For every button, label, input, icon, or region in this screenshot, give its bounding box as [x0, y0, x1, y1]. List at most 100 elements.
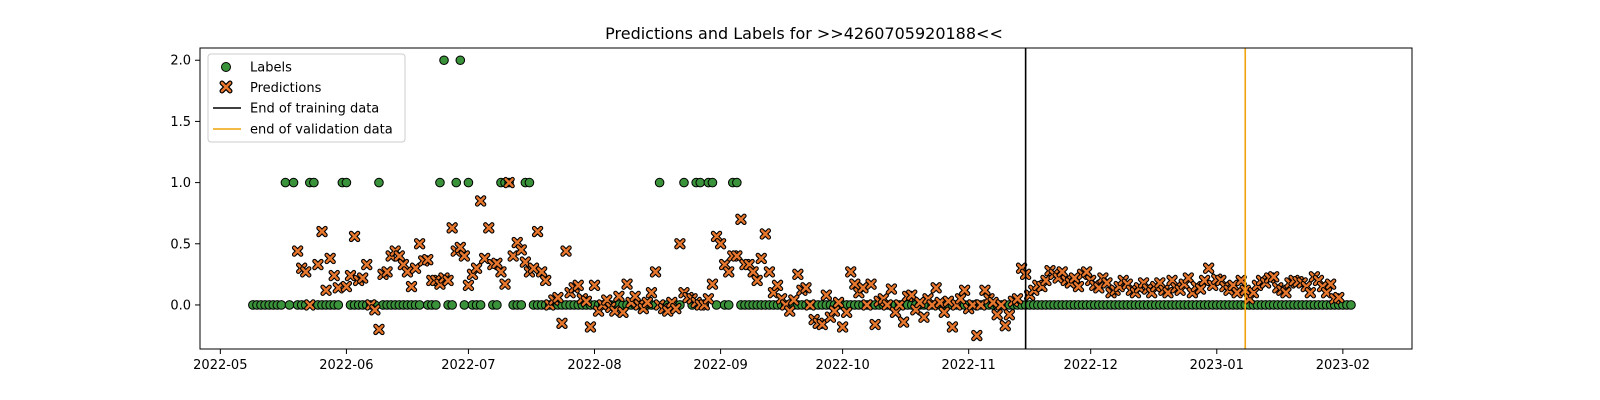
prediction-point [1324, 278, 1337, 290]
prediction-point [291, 245, 304, 257]
prediction-point [893, 299, 906, 311]
label-point [475, 300, 486, 310]
prediction-point [348, 230, 361, 243]
prediction-point-fill [663, 306, 673, 316]
prediction-point [958, 284, 971, 296]
prediction-point [328, 269, 340, 282]
label-point [284, 300, 295, 310]
prediction-point [1182, 272, 1195, 284]
prediction-point-fill [1163, 288, 1173, 298]
x-tick-label: 2022-11 [942, 358, 996, 373]
prediction-point-fill [370, 305, 380, 315]
prediction-point-fill [317, 226, 327, 237]
prediction-point-fill [553, 293, 563, 303]
prediction-point [885, 283, 898, 295]
prediction-point-fill [772, 280, 783, 290]
prediction-point-fill [1204, 263, 1214, 273]
prediction-point [393, 250, 405, 262]
prediction-point-fill [703, 294, 713, 304]
x-tick-label: 2022-07 [441, 358, 495, 373]
prediction-point [816, 318, 828, 331]
prediction-point [718, 258, 731, 271]
prediction-point [401, 266, 414, 278]
prediction-point [397, 258, 410, 271]
prediction-point-fill [720, 259, 730, 270]
prediction-point [474, 195, 487, 207]
prediction-point [312, 258, 324, 271]
prediction-point-fill [1012, 294, 1023, 304]
prediction-point-fill [866, 279, 876, 289]
prediction-point-fill [1167, 275, 1177, 286]
prediction-point-fill [890, 307, 901, 317]
prediction-point-fill [882, 300, 892, 310]
prediction-point [629, 290, 641, 303]
prediction-point [499, 278, 511, 290]
x-tick-label: 2022-12 [1064, 358, 1118, 373]
prediction-point-fill [793, 269, 803, 279]
prediction-point [804, 299, 816, 311]
prediction-point [954, 293, 967, 305]
prediction-point [470, 262, 483, 274]
prediction-point [535, 266, 548, 278]
prediction-point [1154, 277, 1166, 289]
prediction-point-fill [1232, 288, 1242, 298]
prediction-point [332, 282, 344, 294]
prediction-point [849, 278, 861, 290]
prediction-point [340, 280, 353, 293]
prediction-point [1231, 287, 1243, 299]
prediction-point [926, 299, 938, 311]
prediction-point [836, 321, 849, 333]
prediction-point [751, 274, 763, 287]
prediction-point-fill [1321, 288, 1332, 298]
prediction-point-fill [805, 300, 815, 310]
prediction-point [861, 299, 873, 311]
y-tick-label: 1.0 [170, 176, 191, 191]
prediction-point-fill [732, 251, 742, 261]
prediction-point-fill [996, 300, 1006, 310]
label-point [341, 177, 352, 188]
prediction-point [845, 266, 857, 278]
prediction-point [930, 282, 942, 294]
prediction-point [995, 299, 1007, 311]
prediction-point-fill [362, 259, 372, 270]
prediction-point-fill [1155, 278, 1165, 288]
prediction-point [1316, 280, 1329, 293]
prediction-point [1166, 274, 1178, 287]
prediction-point [735, 213, 747, 225]
x-tick-label: 2022-06 [319, 358, 373, 373]
prediction-point-fill [992, 310, 1002, 320]
prediction-point [828, 305, 841, 317]
prediction-point-fill [394, 251, 404, 261]
label-point [707, 177, 718, 188]
label-point [435, 177, 445, 188]
prediction-point [1333, 291, 1345, 304]
prediction-point [1093, 282, 1105, 294]
prediction-point [344, 269, 357, 282]
legend-train-text: End of training data [250, 102, 379, 117]
prediction-point-fill [748, 267, 758, 277]
prediction-point [1268, 271, 1280, 283]
prediction-point [946, 321, 959, 333]
prediction-point-fill [833, 297, 844, 308]
prediction-point-fill [675, 239, 685, 249]
prediction-point-fill [850, 279, 860, 289]
prediction-point [979, 284, 991, 296]
prediction-point [1174, 284, 1186, 296]
label-point [280, 177, 291, 188]
prediction-point [914, 296, 926, 309]
prediction-point-fill [349, 231, 360, 242]
prediction-point-fill [610, 306, 620, 316]
prediction-point [674, 238, 686, 250]
prediction-point [967, 299, 979, 311]
prediction-point-fill [329, 270, 339, 281]
prediction-point [572, 279, 584, 292]
prediction-point [454, 241, 466, 254]
prediction-point-fill [785, 306, 795, 316]
prediction-point [710, 230, 723, 243]
prediction-point-fill [972, 330, 982, 341]
prediction-point [304, 299, 316, 311]
prediction-point [670, 302, 682, 315]
prediction-point-fill [293, 246, 303, 256]
prediction-point-fill [341, 282, 352, 292]
